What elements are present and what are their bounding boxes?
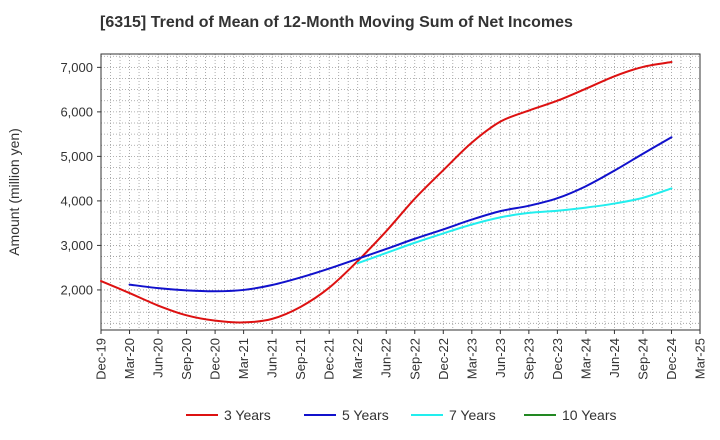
series-lines (100, 61, 673, 324)
x-tick-label: Dec-20 (208, 338, 223, 380)
series-line-7-years (356, 187, 673, 265)
x-tick-label: Mar-21 (236, 338, 251, 379)
x-tick-label: Dec-21 (322, 338, 337, 380)
x-tick-label: Mar-25 (693, 338, 708, 379)
x-tick-label: Dec-23 (550, 338, 565, 380)
x-tick-label: Mar-22 (350, 338, 365, 379)
y-tick-label: 3,000 (60, 238, 93, 253)
grid-lines (100, 54, 700, 330)
plot-area-frame (100, 53, 701, 331)
x-tick-label: Dec-22 (436, 338, 451, 380)
x-tick-label: Sep-23 (521, 338, 536, 380)
x-tick-label: Mar-23 (464, 338, 479, 379)
y-tick-label: 7,000 (60, 60, 93, 75)
legend-label: 3 Years (224, 407, 271, 423)
series-line-3-years (100, 61, 673, 324)
x-tick-label: Dec-19 (94, 338, 109, 380)
legend-label: 10 Years (562, 407, 617, 423)
x-tick-label: Jun-20 (151, 338, 166, 378)
y-tick-label: 5,000 (60, 149, 93, 164)
legend-label: 5 Years (342, 407, 389, 423)
x-tick-label: Mar-20 (122, 338, 137, 379)
x-tick-label: Jun-21 (265, 338, 280, 378)
chart-title: [6315] Trend of Mean of 12-Month Moving … (100, 14, 573, 31)
x-tick-label: Dec-24 (664, 338, 679, 380)
y-axis-title: Amount (million yen) (6, 128, 22, 256)
x-tick-label: Jun-23 (493, 338, 508, 378)
x-tick-label: Jun-22 (379, 338, 394, 378)
y-axis-ticks: 2,000 3,000 4,000 5,000 6,000 7,000 (60, 60, 101, 297)
series-line-5-years (128, 136, 673, 293)
x-tick-label: Sep-24 (635, 338, 650, 380)
x-tick-label: Jun-24 (607, 338, 622, 378)
x-tick-label: Sep-21 (293, 338, 308, 380)
legend: 3 Years 5 Years 7 Years 10 Years (186, 407, 617, 423)
x-tick-label: Sep-22 (407, 338, 422, 380)
x-tick-label: Mar-24 (578, 338, 593, 379)
legend-label: 7 Years (449, 407, 496, 423)
y-tick-label: 2,000 (60, 282, 93, 297)
x-tick-label: Sep-20 (179, 338, 194, 380)
y-tick-label: 6,000 (60, 104, 93, 119)
x-axis-ticks: Dec-19 Mar-20 Jun-20 Sep-20 Dec-20 Mar-21 Jun-… (94, 330, 708, 380)
y-tick-label: 4,000 (60, 193, 93, 208)
